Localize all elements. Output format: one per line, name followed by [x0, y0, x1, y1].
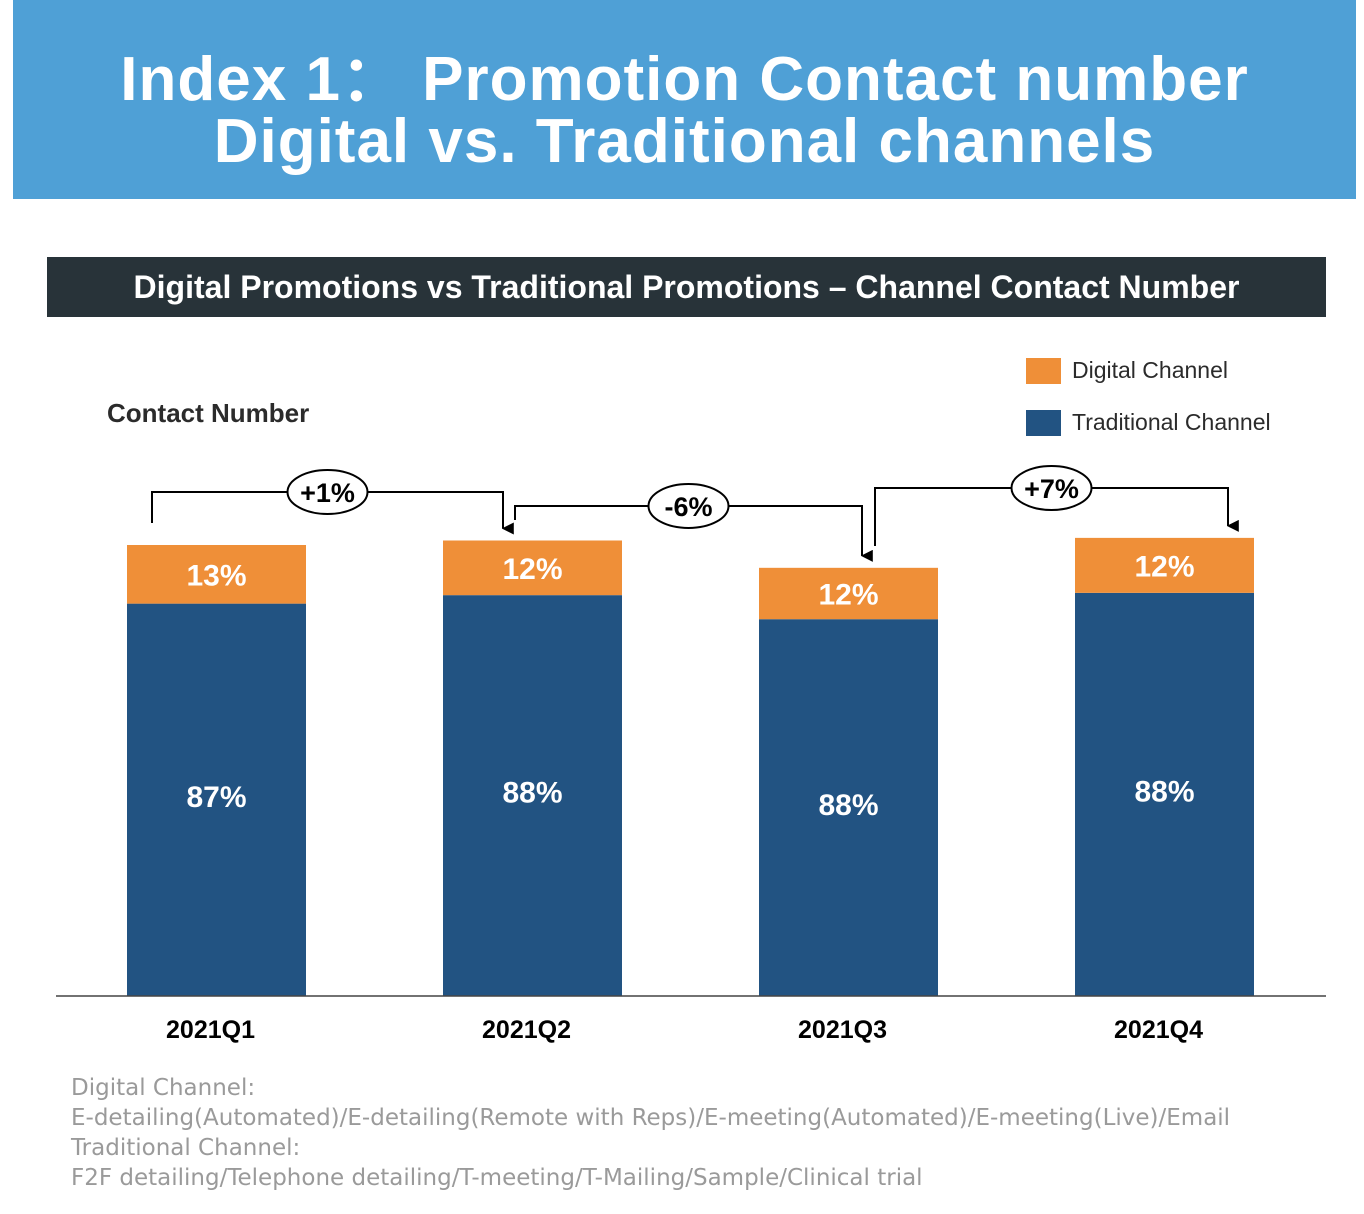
bar-digital-2021Q2: [443, 540, 622, 596]
note-digital-heading: Digital Channel:: [71, 1075, 256, 1101]
header-title-line1: Index 1： Promotion Contact number: [120, 45, 1249, 114]
legend-item-digital: Digital Channel: [1026, 357, 1228, 384]
stacked-bar-chart: 87% 13% 88% 12% 88% 12% 88% 12% +1% -6% +7% 2021Q…: [56, 465, 1326, 1044]
y-axis-label: Contact Number: [107, 398, 310, 428]
chart-title: Digital Promotions vs Traditional Promot…: [47, 257, 1326, 317]
change-label-2: -6%: [664, 492, 712, 522]
x-tick-label-2021Q1: 2021Q1: [166, 1016, 255, 1044]
legend-swatch-traditional: [1026, 409, 1061, 436]
x-tick-label-2021Q3: 2021Q3: [798, 1016, 887, 1044]
change-label-3: +7%: [1024, 474, 1079, 504]
bar-traditional-2021Q2: [443, 595, 622, 996]
data-label-traditional-2021Q2: 88%: [502, 777, 562, 810]
data-label-traditional-2021Q4: 88%: [1134, 775, 1194, 808]
bar-traditional-2021Q3: [759, 619, 938, 996]
legend-swatch-digital: [1026, 357, 1061, 384]
change-badge-1: [286, 469, 369, 515]
change-label-1: +1%: [300, 478, 355, 508]
channel-notes: Digital Channel: E-detailing(Automated)/…: [71, 1073, 1230, 1193]
x-tick-label-2021Q2: 2021Q2: [482, 1016, 571, 1044]
bar-digital-2021Q1: [127, 545, 306, 604]
header-title-line2: Digital vs. Traditional channels: [213, 107, 1156, 176]
legend-label-traditional: Traditional Channel: [1072, 409, 1271, 435]
data-label-digital-2021Q4: 12%: [1134, 550, 1194, 583]
bar-traditional-2021Q1: [127, 603, 306, 996]
data-label-digital-2021Q1: 13%: [186, 559, 246, 592]
x-tick-label-2021Q4: 2021Q4: [1114, 1016, 1203, 1044]
change-badge-2: [647, 483, 730, 529]
data-label-digital-2021Q2: 12%: [502, 553, 562, 586]
legend-item-traditional: Traditional Channel: [1026, 409, 1271, 436]
note-digital-list: E-detailing(Automated)/E-detailing(Remot…: [71, 1105, 1231, 1131]
note-traditional-list: F2F detailing/Telephone detailing/T-meet…: [71, 1165, 923, 1191]
bar-traditional-2021Q4: [1075, 592, 1254, 996]
bar-digital-2021Q3: [759, 567, 938, 620]
data-label-digital-2021Q3: 12%: [818, 579, 878, 612]
data-label-traditional-2021Q1: 87%: [186, 781, 246, 814]
change-badge-3: [1010, 465, 1093, 511]
header-banner: Index 1： Promotion Contact number Digita…: [13, 0, 1356, 199]
note-traditional-heading: Traditional Channel:: [71, 1135, 301, 1161]
data-label-traditional-2021Q3: 88%: [818, 789, 878, 822]
bar-digital-2021Q4: [1075, 537, 1254, 593]
legend-label-digital: Digital Channel: [1072, 357, 1228, 383]
